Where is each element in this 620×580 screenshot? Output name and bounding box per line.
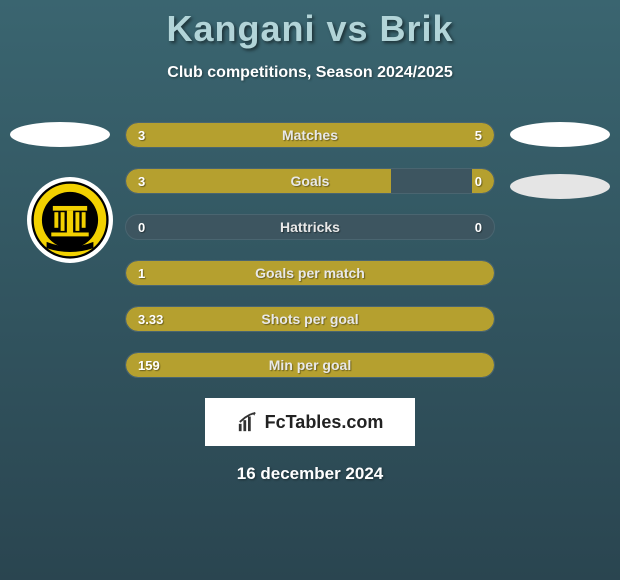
team-b-logo-placeholder-2 (510, 174, 610, 199)
stat-row: 1Goals per match (125, 260, 495, 286)
source-name: FcTables.com (265, 412, 384, 433)
stat-label: Hattricks (126, 215, 494, 239)
team-b-logo-placeholder-1 (510, 122, 610, 147)
subtitle: Club competitions, Season 2024/2025 (0, 64, 620, 82)
stat-label: Matches (126, 123, 494, 147)
stat-label: Goals (126, 169, 494, 193)
stat-row: 3Goals0 (125, 168, 495, 194)
fctables-logo-icon (237, 411, 259, 433)
stat-label: Shots per goal (126, 307, 494, 331)
stat-label: Min per goal (126, 353, 494, 377)
source-badge: FcTables.com (205, 398, 415, 446)
stat-row: 0Hattricks0 (125, 214, 495, 240)
date-label: 16 december 2024 (0, 464, 620, 484)
stat-row: 159Min per goal (125, 352, 495, 378)
stat-label: Goals per match (126, 261, 494, 285)
club-badge-icon (27, 177, 113, 263)
team-a-logo-placeholder (10, 122, 110, 147)
stat-value-right: 5 (475, 123, 482, 147)
page-title: Kangani vs Brik (0, 8, 620, 50)
stat-row: 3Matches5 (125, 122, 495, 148)
comparison-chart: 3Matches53Goals00Hattricks01Goals per ma… (0, 122, 620, 378)
stat-value-right: 0 (475, 169, 482, 193)
stat-row: 3.33Shots per goal (125, 306, 495, 332)
stat-value-right: 0 (475, 215, 482, 239)
